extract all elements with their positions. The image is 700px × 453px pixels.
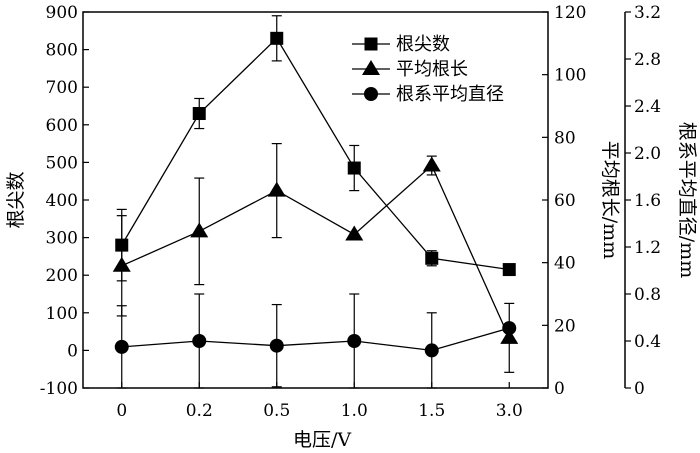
data-point [112, 256, 131, 272]
right1-axis-tick-label: 20 [554, 316, 576, 336]
right2-axis-tick-label: 2.4 [634, 97, 661, 117]
data-point [192, 107, 206, 121]
left-axis-tick-label: 500 [46, 153, 78, 173]
left-axis-tick-label: 400 [46, 191, 78, 211]
left-axis-tick-label: -100 [40, 379, 78, 399]
right2-axis-tick-label: 2.0 [634, 144, 661, 164]
legend-entry: 根系平均直径 [352, 84, 504, 105]
series-triangle [112, 143, 519, 373]
legend-marker [362, 60, 380, 75]
left-axis-tick-label: 900 [46, 3, 78, 23]
legend-marker [364, 37, 378, 51]
right1-axis-tick-label: 120 [554, 3, 586, 23]
data-point [500, 328, 519, 344]
x-axis-tick-label: 0 [116, 401, 127, 421]
legend-entry: 根尖数 [352, 34, 450, 55]
data-point [347, 334, 362, 348]
right1-axis-tick-label: 80 [554, 128, 576, 148]
legend-label: 根系平均直径 [396, 84, 504, 105]
left-axis-tick-label: 100 [46, 304, 78, 324]
legend-entry: 平均根长 [352, 59, 468, 80]
x-axis-tick-label: 3.0 [496, 401, 523, 421]
series-line [121, 37, 510, 271]
data-point [502, 321, 517, 336]
data-point [114, 339, 129, 354]
ticks-layer: -100010020030040050060070080090002040608… [40, 3, 661, 421]
left-axis-tick-label: 0 [67, 341, 78, 361]
left-axis-tick-label: 200 [46, 266, 78, 286]
right2-axis-tick-label: 0.8 [634, 285, 661, 305]
right1-axis-tick-label: 40 [554, 254, 576, 274]
data-point [347, 161, 361, 175]
right2-axis-tick-label: 3.2 [634, 3, 661, 23]
left-axis-tick-label: 800 [46, 41, 78, 61]
x-axis-tick-label: 1.0 [341, 401, 368, 421]
right2-axis-tick-label: 0 [634, 379, 645, 399]
right-axis-title-root-diameter: 根系平均直径/mm [676, 122, 698, 278]
data-point [190, 222, 209, 238]
right1-axis-tick-label: 0 [554, 379, 565, 399]
data-point [192, 334, 207, 348]
x-axis-tick-label: 0.2 [186, 401, 213, 421]
legend-label: 根尖数 [396, 34, 450, 55]
left-axis-title: 根尖数 [5, 171, 27, 228]
right2-axis-tick-label: 1.6 [634, 191, 661, 211]
data-point [270, 31, 284, 45]
series-line [121, 164, 510, 339]
data-point [424, 343, 439, 358]
left-axis-tick-label: 300 [46, 229, 78, 249]
left-axis-tick-label: 600 [46, 116, 78, 136]
data-point [267, 181, 286, 197]
series-circle [114, 293, 517, 389]
legend-label: 平均根长 [396, 59, 468, 80]
right2-axis-tick-label: 1.2 [634, 238, 661, 258]
right-axis-title-root-length: 平均根长/mm [599, 141, 621, 259]
data-point [425, 251, 439, 265]
left-axis-tick-label: 700 [46, 78, 78, 98]
data-point [269, 338, 284, 353]
right2-axis-tick-label: 0.4 [634, 332, 661, 352]
right1-axis-tick-label: 100 [554, 66, 586, 86]
right1-axis-tick-label: 60 [554, 191, 576, 211]
series-line [121, 327, 510, 352]
x-axis-tick-label: 1.5 [418, 401, 445, 421]
data-point [422, 156, 441, 172]
legend-marker [364, 87, 378, 101]
data-point [345, 225, 364, 241]
data-point [502, 263, 516, 277]
x-axis-tick-label: 0.5 [263, 401, 290, 421]
right2-axis-tick-label: 2.8 [634, 50, 661, 70]
series-square [115, 15, 516, 282]
plot-frame [82, 11, 549, 389]
x-axis-title: 电压/V [293, 429, 351, 451]
series-layer [112, 15, 519, 389]
